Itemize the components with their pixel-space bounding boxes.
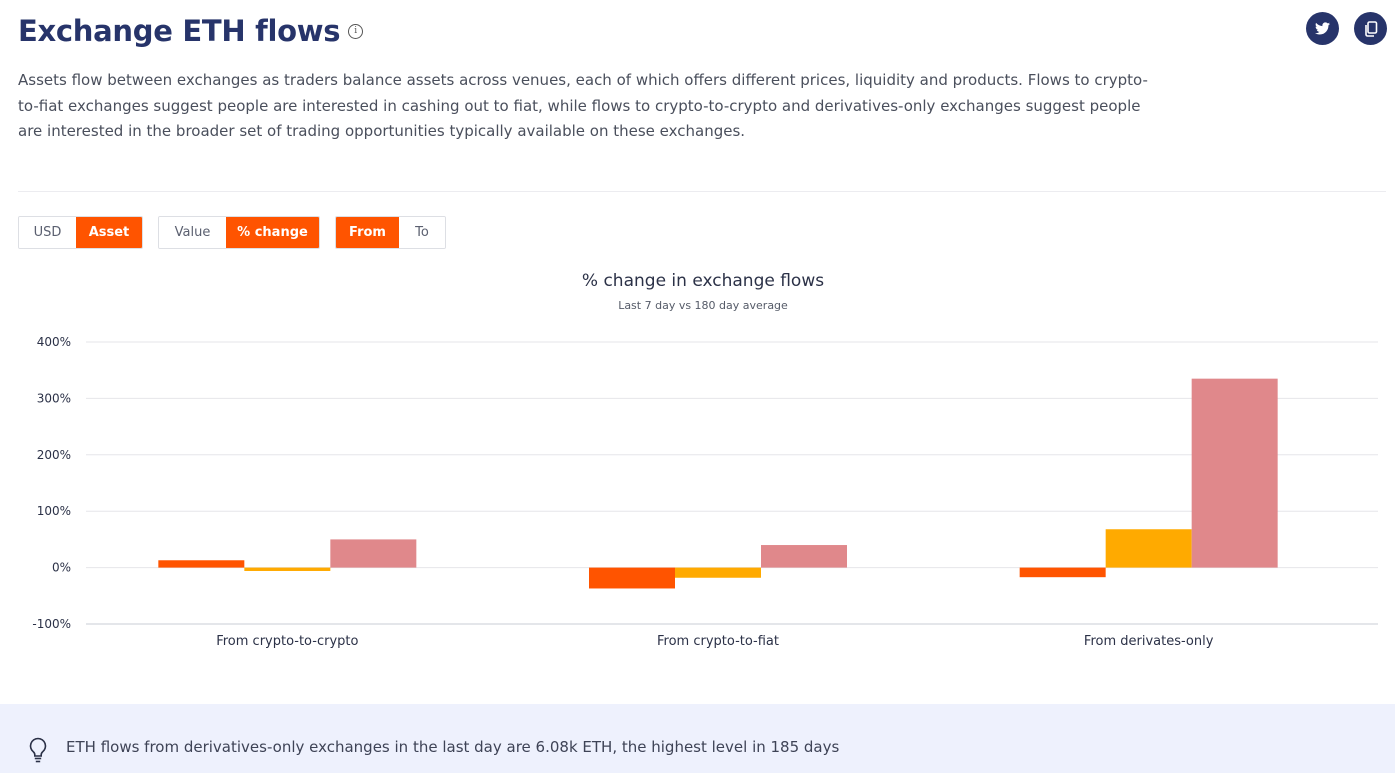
y-tick-label: 200% bbox=[37, 448, 71, 462]
bar[interactable] bbox=[158, 560, 245, 568]
y-tick-label: 300% bbox=[37, 391, 71, 405]
x-tick-label: From crypto-to-fiat bbox=[657, 634, 779, 649]
copy-link-button[interactable] bbox=[1354, 12, 1387, 45]
metric-toggle: Value % change bbox=[158, 216, 320, 249]
from-option[interactable]: From bbox=[336, 217, 399, 248]
direction-toggle: From To bbox=[335, 216, 446, 249]
copy-icon bbox=[1364, 20, 1377, 37]
y-tick-label: 0% bbox=[52, 561, 71, 575]
unit-toggle: USD Asset bbox=[18, 216, 143, 249]
divider bbox=[18, 191, 1386, 192]
percent-change-option[interactable]: % change bbox=[226, 217, 319, 248]
x-tick-label: From derivates-only bbox=[1084, 634, 1214, 649]
bar[interactable] bbox=[675, 567, 761, 578]
title-row: Exchange ETH flows i bbox=[18, 14, 364, 48]
value-option[interactable]: Value bbox=[159, 217, 226, 248]
page-description: Assets flow between exchanges as traders… bbox=[18, 71, 1148, 140]
bar-chart: 400% 300% 200% 100% 0% -100% From crypto-to-cr… bbox=[32, 335, 1378, 649]
chart-title: % change in exchange flows bbox=[581, 271, 825, 291]
x-tick-label: From crypto-to-crypto bbox=[216, 634, 358, 649]
bar[interactable] bbox=[1019, 567, 1106, 578]
bar[interactable] bbox=[244, 567, 331, 571]
chart-subtitle: Last 7 day vs 180 day average bbox=[618, 299, 788, 312]
bar[interactable] bbox=[1105, 529, 1192, 568]
insight-text: ETH flows from derivatives-only exchange… bbox=[66, 738, 840, 756]
bar[interactable] bbox=[589, 567, 675, 589]
bar[interactable] bbox=[1191, 378, 1278, 568]
bar[interactable] bbox=[761, 545, 847, 568]
asset-option[interactable]: Asset bbox=[76, 217, 142, 248]
page-title: Exchange ETH flows bbox=[18, 14, 341, 48]
twitter-share-button[interactable] bbox=[1306, 12, 1339, 45]
twitter-icon bbox=[1315, 22, 1330, 35]
usd-option[interactable]: USD bbox=[19, 217, 76, 248]
lightbulb-icon bbox=[29, 737, 47, 763]
y-tick-label: -100% bbox=[32, 617, 71, 631]
y-tick-label: 400% bbox=[37, 335, 71, 349]
insight-banner: ETH flows from derivatives-only exchange… bbox=[0, 704, 1395, 773]
info-icon[interactable]: i bbox=[348, 23, 364, 39]
bar[interactable] bbox=[330, 539, 417, 568]
y-tick-label: 100% bbox=[37, 504, 71, 518]
to-option[interactable]: To bbox=[399, 217, 445, 248]
